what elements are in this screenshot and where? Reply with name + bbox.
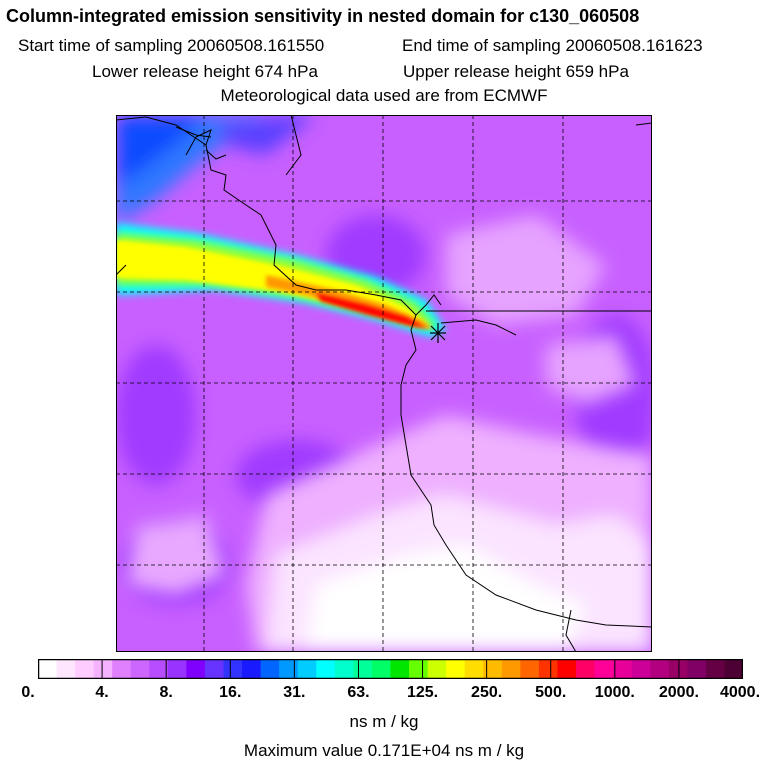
legend-swatch — [446, 659, 466, 679]
met-data-note: Meteorological data used are from ECMWF — [220, 86, 548, 105]
map-frame — [116, 115, 652, 652]
lower-release-label: Lower release height — [92, 62, 250, 81]
legend-swatch — [594, 659, 614, 679]
start-time-label: Start time of sampling — [18, 36, 183, 55]
legend-swatch — [260, 659, 280, 679]
legend-swatch — [149, 659, 169, 679]
start-time: Start time of sampling 20060508.161550 — [18, 36, 324, 56]
legend-tick-label: 2000. — [658, 684, 699, 701]
legend-swatch — [538, 659, 559, 679]
legend-swatch — [668, 659, 688, 679]
legend-swatch — [316, 659, 336, 679]
legend-tick-label: 1000. — [594, 684, 635, 701]
lat-lon-grid — [116, 115, 652, 652]
legend-tick-label: 250. — [471, 684, 503, 701]
max-value-number: 0.171E+04 ns m / kg — [367, 741, 525, 760]
legend-swatch — [75, 659, 95, 679]
legend-swatch — [186, 659, 206, 679]
legend-tick-label: 500. — [535, 684, 567, 701]
lower-release-value: 674 hPa — [254, 62, 318, 81]
legend-tick-label: 8. — [159, 684, 173, 701]
legend-swatch — [334, 659, 354, 679]
legend-swatch — [631, 659, 651, 679]
legend-swatch — [167, 659, 188, 679]
legend-swatch — [520, 659, 540, 679]
max-value-label: Maximum value — [243, 741, 363, 760]
upper-release-label: Upper release height — [403, 62, 561, 81]
legend-swatch — [223, 659, 243, 679]
legend-frame — [38, 659, 743, 679]
legend-swatch — [112, 659, 132, 679]
legend-tick-label: 16. — [219, 684, 242, 701]
legend-swatch — [687, 659, 707, 679]
legend-swatch — [427, 659, 447, 679]
legend-tick-label: 4. — [95, 684, 109, 701]
max-value: Maximum value 0.171E+04 ns m / kg — [0, 741, 768, 761]
legend-swatch — [705, 659, 726, 679]
legend-swatch — [279, 659, 299, 679]
emission-plume — [116, 223, 446, 337]
legend-swatch — [409, 659, 429, 679]
legend-swatch — [297, 659, 317, 679]
color-legend — [38, 659, 743, 679]
end-time: End time of sampling 20060508.161623 — [402, 36, 703, 56]
legend-units: ns m / kg — [349, 712, 419, 731]
legend-swatch — [353, 659, 373, 679]
legend-swatch — [501, 659, 521, 679]
legend-swatch — [650, 659, 670, 679]
low-sensitivity-field-blue — [116, 115, 316, 225]
legend-swatch — [613, 659, 633, 679]
plot-title: Column-integrated emission sensitivity i… — [6, 6, 640, 26]
upper-release-value: 659 hPa — [565, 62, 629, 81]
legend-swatch — [464, 659, 484, 679]
legend-tick-label: 0. — [21, 684, 35, 701]
legend-swatch — [242, 659, 262, 679]
legend-tick-label: 31. — [283, 684, 306, 701]
legend-swatch — [390, 659, 410, 679]
legend-swatch — [576, 659, 596, 679]
legend-swatch — [130, 659, 150, 679]
legend-swatch — [56, 659, 76, 679]
legend-swatch — [724, 659, 743, 679]
sensitivity-map — [116, 115, 652, 652]
legend-tick-label: 4000. — [719, 684, 761, 701]
legend-swatch — [93, 659, 113, 679]
lower-release: Lower release height 674 hPa — [92, 62, 318, 82]
legend-swatch — [371, 659, 392, 679]
legend-swatch — [483, 659, 503, 679]
legend-tick-label: 125. — [406, 684, 439, 701]
end-time-label: End time of sampling — [402, 36, 561, 55]
legend-tick-label: 63. — [347, 684, 370, 701]
end-time-value: 20060508.161623 — [565, 36, 703, 55]
legend-swatch — [557, 659, 577, 679]
start-time-value: 20060508.161550 — [187, 36, 325, 55]
release-point-marker — [430, 323, 446, 343]
legend-swatch — [204, 659, 225, 679]
upper-release: Upper release height 659 hPa — [403, 62, 629, 82]
legend-swatch — [38, 659, 58, 679]
